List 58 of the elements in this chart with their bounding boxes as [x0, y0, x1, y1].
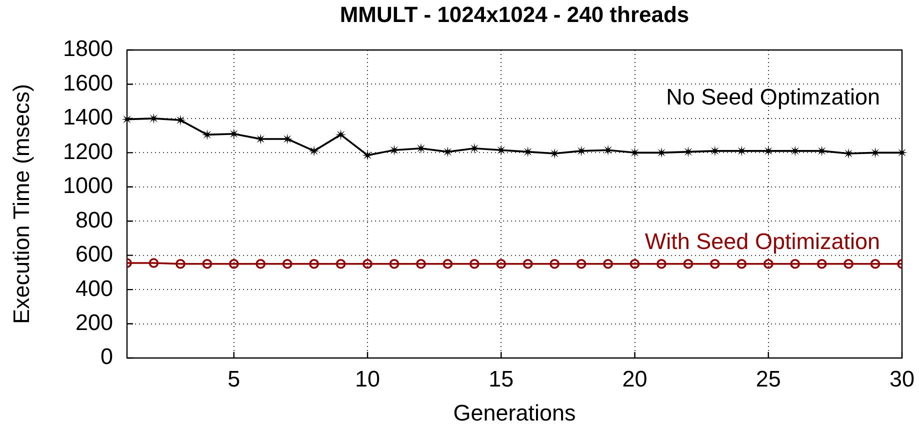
point	[308, 145, 320, 156]
point	[550, 258, 560, 269]
point	[790, 258, 800, 269]
point	[148, 258, 159, 268]
point	[736, 258, 747, 269]
point	[549, 148, 560, 160]
point	[630, 258, 640, 269]
point	[763, 258, 774, 269]
point	[470, 258, 480, 269]
point	[416, 258, 426, 269]
x-tick-label: 20	[622, 366, 648, 392]
x-tick-label: 25	[756, 366, 781, 392]
point	[282, 258, 292, 269]
point	[388, 144, 400, 156]
x-tick-label: 30	[889, 366, 915, 392]
point	[683, 258, 694, 269]
y-tick-label: 1200	[62, 138, 113, 164]
point	[870, 258, 880, 269]
y-axis-title: Execution Time (msecs)	[9, 84, 34, 324]
y-tick-label: 400	[75, 276, 113, 301]
point	[335, 129, 346, 140]
point	[202, 258, 212, 269]
series-label: No Seed Optimzation	[666, 84, 880, 110]
y-tick-label: 1000	[62, 173, 113, 198]
point	[309, 258, 319, 269]
x-tick-label: 5	[228, 366, 240, 392]
point	[336, 258, 346, 269]
point	[576, 258, 586, 269]
point	[522, 258, 533, 269]
y-tick-label: 800	[75, 207, 113, 232]
x-tick-label: 10	[355, 366, 380, 392]
chart-title: MMULT - 1024x1024 - 240 threads	[340, 2, 690, 27]
y-tick-label: 1600	[62, 70, 113, 96]
y-tick-label: 1800	[62, 36, 113, 62]
point	[816, 258, 827, 269]
point	[870, 147, 881, 158]
point	[710, 258, 720, 269]
y-tick-label: 1400	[62, 104, 113, 130]
point	[629, 147, 640, 158]
point	[362, 150, 374, 161]
y-tick-label: 0	[100, 344, 113, 370]
point	[176, 258, 186, 269]
y-tick-label: 200	[75, 310, 113, 335]
y-tick-label: 600	[75, 242, 113, 267]
point	[603, 258, 613, 269]
x-tick-label: 15	[488, 366, 514, 392]
point	[602, 144, 614, 156]
point	[844, 258, 854, 269]
point	[656, 258, 666, 269]
point	[496, 258, 506, 269]
point	[228, 258, 239, 269]
x-axis-title: Generations	[453, 400, 576, 426]
point	[442, 258, 453, 269]
point	[389, 258, 400, 269]
point	[362, 258, 372, 269]
point	[256, 258, 266, 269]
point	[468, 142, 480, 154]
series-label: With Seed Optimization	[644, 229, 880, 254]
